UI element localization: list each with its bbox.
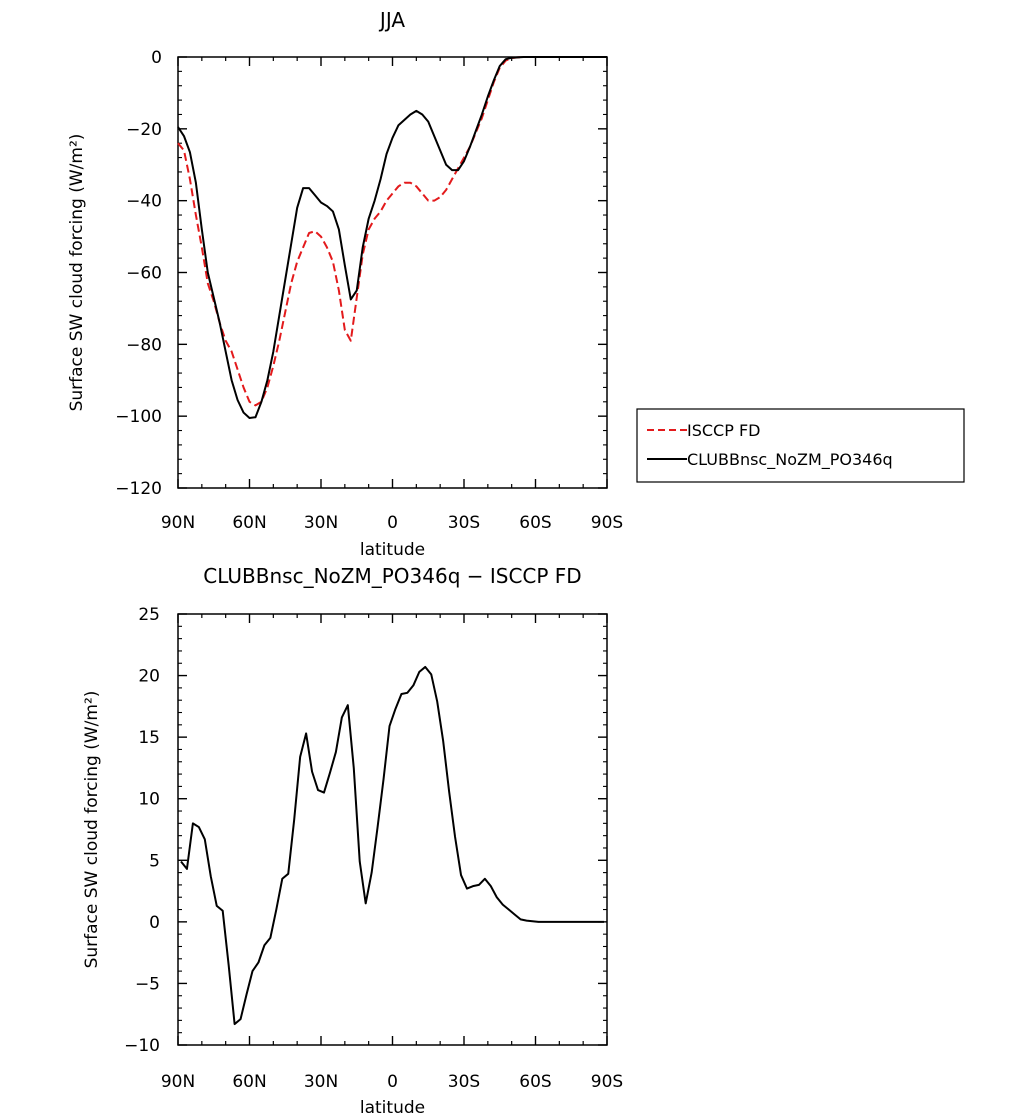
y-tick-label: 0 xyxy=(149,913,160,933)
x-tick-label: 60S xyxy=(519,1072,551,1092)
plot-frame xyxy=(177,613,608,1046)
y-tick-label: −5 xyxy=(135,974,160,994)
legend: ISCCP FD CLUBBnsc_NoZM_PO346q xyxy=(636,408,965,483)
y-tick-label: 5 xyxy=(149,851,160,871)
x-tick-label: 90S xyxy=(591,1072,623,1092)
x-tick-label: 0 xyxy=(387,1072,398,1092)
legend-box xyxy=(636,408,965,483)
y-tick-label: −80 xyxy=(126,335,162,355)
x-tick-label: 90S xyxy=(591,513,623,533)
y-tick-label: 10 xyxy=(138,790,160,810)
y-tick-label: 0 xyxy=(151,48,162,68)
x-tick-label: 90N xyxy=(161,1072,195,1092)
plot-frame xyxy=(177,56,608,489)
y-tick-label: −100 xyxy=(115,407,162,427)
x-tick-label: 30N xyxy=(304,1072,338,1092)
y-tick-label: 25 xyxy=(138,605,160,625)
x-tick-label: 30S xyxy=(448,513,480,533)
chart-panel-1: JJA 90N 60N 30N 0 30S 60S 90S −120 −100 −80 −60 −40 −… xyxy=(67,8,965,560)
x-tick-label: 60N xyxy=(232,513,266,533)
legend-label-1: ISCCP FD xyxy=(687,421,760,440)
y-tick-label: 20 xyxy=(138,667,160,687)
series-line-2 xyxy=(177,56,607,419)
x-tick-label: 30N xyxy=(304,513,338,533)
x-tick-label: 60N xyxy=(232,1072,266,1092)
x-axis-label: latitude xyxy=(360,540,425,560)
y-axis-label: Surface SW cloud forcing (W/m²) xyxy=(82,691,102,969)
y-tick-label: −10 xyxy=(124,1036,160,1056)
x-tick-label: 90N xyxy=(161,513,195,533)
series-line-1 xyxy=(177,56,607,407)
y-tick-label: −60 xyxy=(126,264,162,284)
y-axis-label: Surface SW cloud forcing (W/m²) xyxy=(67,134,87,412)
y-tick-label: 15 xyxy=(138,728,160,748)
chart-title: CLUBBnsc_NoZM_PO346q − ISCCP FD xyxy=(203,564,581,588)
x-tick-label: 0 xyxy=(387,513,398,533)
legend-label-2: CLUBBnsc_NoZM_PO346q xyxy=(687,450,893,470)
x-tick-label: 30S xyxy=(448,1072,480,1092)
chart-title: JJA xyxy=(378,8,405,32)
series-line-1 xyxy=(180,665,605,1026)
x-tick-label: 60S xyxy=(519,513,551,533)
y-tick-label: −120 xyxy=(115,479,162,499)
y-tick-label: −20 xyxy=(126,120,162,140)
chart-panel-2: CLUBBnsc_NoZM_PO346q − ISCCP FD 90N 60N 30N… xyxy=(82,564,623,1118)
y-tick-label: −40 xyxy=(126,192,162,212)
x-axis-label: latitude xyxy=(360,1098,425,1118)
